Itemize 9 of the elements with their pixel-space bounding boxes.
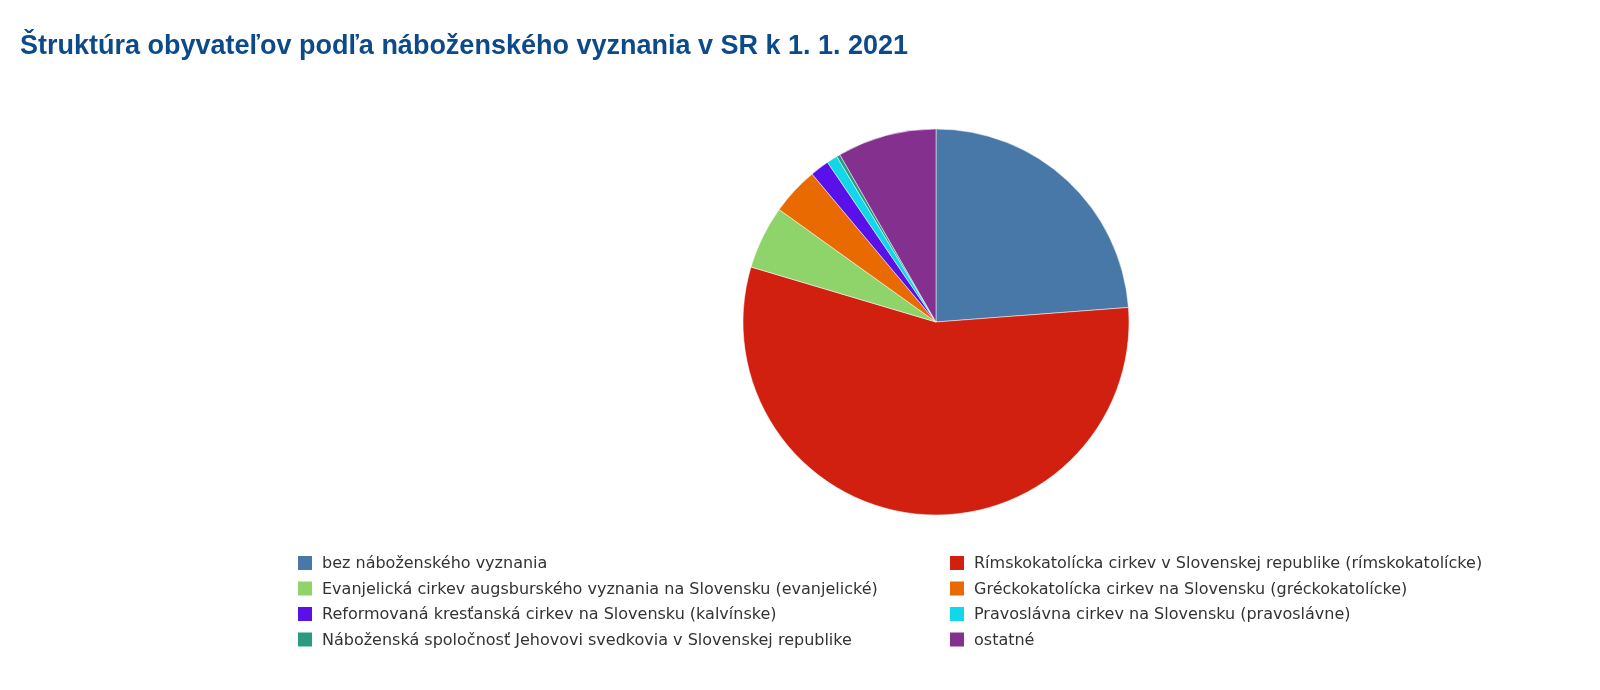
legend-label: Reformovaná kresťanská cirkev na Slovensku (kalvínske) — [322, 604, 777, 623]
legend-label: Náboženská spoločnosť Jehovovi svedkovia v Slovenskej republike — [322, 629, 852, 649]
chart-title: Štruktúra obyvateľov podľa náboženského vyznania v SR k 1. 1. 2021 — [20, 29, 909, 60]
legend-label: Pravoslávna cirkev na Slovensku (pravoslávne) — [974, 604, 1351, 623]
legend-label: Gréckokatolícka cirkev na Slovensku (gréckokatolícke) — [974, 578, 1408, 598]
legend-label: bez náboženského vyznania — [322, 553, 548, 572]
legend-label: Rímskokatolícka cirkev v Slovenskej republike (rímskokatolícke) — [974, 553, 1483, 572]
legend-label: Evanjelická cirkev augsburského vyznania na Slovensku (evanjelické) — [322, 578, 878, 598]
legend-label: ostatné — [974, 629, 1035, 649]
